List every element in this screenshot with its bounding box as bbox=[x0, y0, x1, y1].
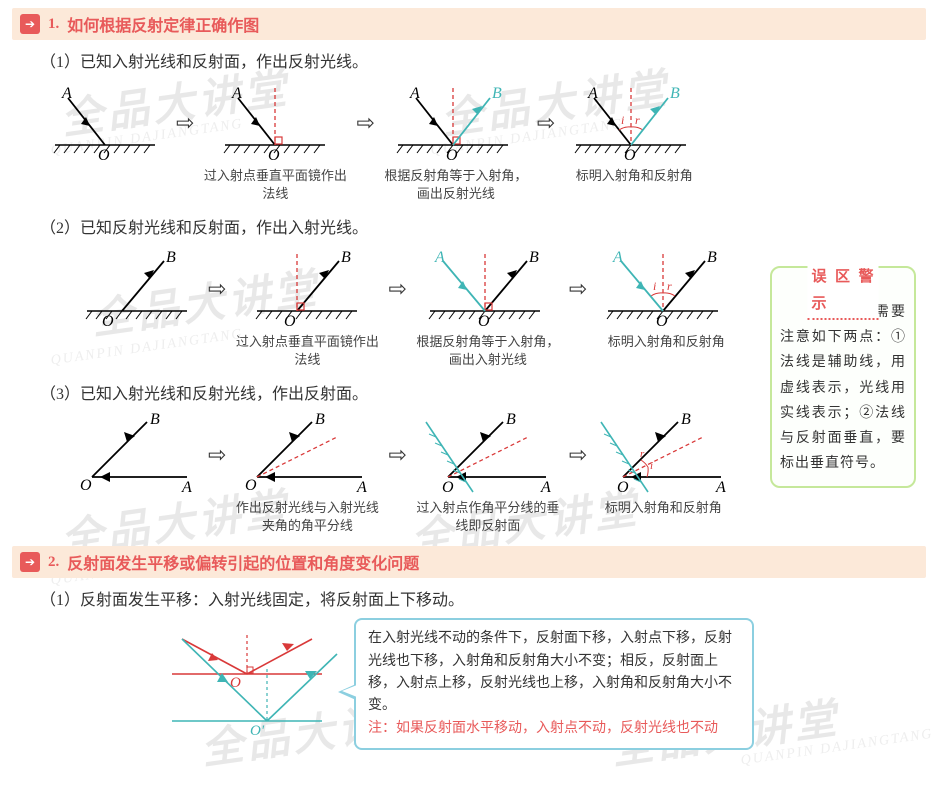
diagram-3-step-4: r i B A O 标明入射角和反射角 bbox=[593, 412, 733, 517]
diagram-1-step-3: A B O 根据反射角等于入射角，画出反射光线 bbox=[381, 80, 531, 202]
step-arrow-icon: ⇨ bbox=[388, 442, 406, 468]
diagram-1-step-2: A O 过入射点垂直平面镜作出法线 bbox=[200, 80, 350, 202]
diagram-2-step-3: A B O 根据反射角等于入射角，画出入射光线 bbox=[413, 246, 563, 368]
warning-title: 误区警示 bbox=[808, 264, 879, 320]
diagram-3-step-3: B A O 过入射点作角平分线的垂线即反射面 bbox=[413, 412, 563, 534]
step-caption: 过入射点作角平分线的垂线即反射面 bbox=[413, 499, 563, 534]
section-1-title: 如何根据反射定律正确作图 bbox=[67, 12, 259, 36]
bubble-main-text: 在入射光线不动的条件下，反射面下移，入射点下移，反射光线也下移，入射角和反射角大… bbox=[368, 631, 732, 713]
translation-diagram: O O' bbox=[152, 629, 342, 739]
svg-text:A: A bbox=[612, 249, 623, 266]
label-O: O bbox=[98, 147, 110, 164]
section-2-number: 2. bbox=[48, 554, 59, 571]
translation-diagram-row: O O' 在入射光线不动的条件下，反射面下移，入射点下移，反射光线也下移，入射角… bbox=[152, 618, 926, 750]
svg-text:B: B bbox=[166, 249, 176, 266]
section-2-header: ➔ 2. 反射面发生平移或偏转引起的位置和角度变化问题 bbox=[12, 546, 926, 578]
svg-text:A: A bbox=[434, 249, 445, 266]
svg-text:r: r bbox=[667, 279, 672, 293]
svg-text:r: r bbox=[640, 448, 645, 460]
bubble-note-label: 注： bbox=[368, 721, 396, 736]
svg-text:O: O bbox=[230, 675, 241, 691]
svg-text:O: O bbox=[284, 313, 296, 330]
svg-text:B: B bbox=[681, 412, 691, 428]
svg-text:B: B bbox=[670, 85, 680, 102]
step-caption: 标明入射角和反射角 bbox=[608, 333, 725, 351]
speech-bubble: 在入射光线不动的条件下，反射面下移，入射点下移，反射光线也下移，入射角和反射角大… bbox=[354, 618, 754, 750]
warning-box: 误区警示 在作图时需要注意如下两点：①法线是辅助线，用虚线表示，光线用实线表示；… bbox=[770, 266, 916, 488]
svg-text:i: i bbox=[650, 460, 653, 472]
svg-text:B: B bbox=[707, 249, 717, 266]
svg-text:O: O bbox=[624, 147, 636, 164]
svg-text:O': O' bbox=[250, 723, 265, 739]
svg-text:A: A bbox=[540, 479, 551, 496]
svg-text:B: B bbox=[150, 412, 160, 428]
diagram-2-step-2: B O 过入射点垂直平面镜作出法线 bbox=[232, 246, 382, 368]
svg-text:A: A bbox=[231, 85, 242, 102]
diagram-2-step-4: i r A B O 标明入射角和反射角 bbox=[593, 246, 739, 351]
step-caption: 作出反射光线与入射光线夹角的角平分线 bbox=[232, 499, 382, 534]
diagram-row-1: A O ⇨ A O 过入射点垂直平面镜作出法线 ⇨ A B bbox=[40, 80, 926, 202]
label-A: A bbox=[61, 85, 72, 102]
svg-text:O: O bbox=[102, 313, 114, 330]
bubble-note-text: 如果反射面水平移动，入射点不动，反射光线也不动 bbox=[396, 721, 718, 736]
svg-text:i: i bbox=[621, 113, 624, 127]
svg-text:O: O bbox=[446, 147, 458, 164]
step-arrow-icon: ⇨ bbox=[388, 276, 406, 302]
svg-text:O: O bbox=[80, 477, 92, 494]
sub-item-1: （1）已知入射光线和反射面，作出反射光线。 bbox=[40, 48, 926, 72]
svg-text:B: B bbox=[315, 412, 325, 428]
svg-text:O: O bbox=[245, 477, 257, 494]
svg-text:A: A bbox=[409, 85, 420, 102]
section-1-header: ➔ 1. 如何根据反射定律正确作图 bbox=[12, 8, 926, 40]
step-caption: 标明入射角和反射角 bbox=[605, 499, 722, 517]
svg-text:B: B bbox=[492, 85, 502, 102]
svg-text:O: O bbox=[617, 479, 629, 496]
diagram-1-step-4: i r A B O 标明入射角和反射角 bbox=[561, 80, 707, 185]
svg-text:r: r bbox=[635, 113, 640, 127]
diagram-3-step-2: B A O 作出反射光线与入射光线夹角的角平分线 bbox=[232, 412, 382, 534]
step-arrow-icon: ⇨ bbox=[208, 276, 226, 302]
svg-text:B: B bbox=[341, 249, 351, 266]
warning-body: 要注意如下两点：①法线是辅助线，用虚线表示，光线用实线表示；②法线与反射面垂直，… bbox=[780, 305, 906, 471]
arrow-right-icon: ➔ bbox=[20, 552, 40, 572]
step-arrow-icon: ⇨ bbox=[356, 110, 374, 136]
svg-text:B: B bbox=[506, 412, 516, 428]
svg-text:O: O bbox=[656, 313, 668, 330]
sub-item-2-1: （1）反射面发生平移：入射光线固定，将反射面上下移动。 bbox=[40, 586, 926, 610]
diagram-3-step-1: B A O bbox=[72, 412, 202, 497]
svg-text:A: A bbox=[181, 479, 192, 496]
arrow-right-icon: ➔ bbox=[20, 14, 40, 34]
svg-text:i: i bbox=[653, 279, 656, 293]
step-2-caption: 过入射点垂直平面镜作出法线 bbox=[200, 167, 350, 202]
svg-text:B: B bbox=[529, 249, 539, 266]
svg-text:A: A bbox=[356, 479, 367, 496]
svg-text:A: A bbox=[715, 479, 726, 496]
step-arrow-icon: ⇨ bbox=[208, 442, 226, 468]
svg-text:O: O bbox=[478, 313, 490, 330]
section-1-number: 1. bbox=[48, 16, 59, 33]
step-3-caption: 根据反射角等于入射角，画出反射光线 bbox=[381, 167, 531, 202]
diagram-2-step-1: B O bbox=[72, 246, 202, 331]
svg-text:O: O bbox=[268, 147, 280, 164]
section-2-title: 反射面发生平移或偏转引起的位置和角度变化问题 bbox=[67, 550, 419, 574]
step-arrow-icon: ⇨ bbox=[176, 110, 194, 136]
step-caption: 根据反射角等于入射角，画出入射光线 bbox=[413, 333, 563, 368]
diagram-1-step-1: A O bbox=[40, 80, 170, 165]
svg-text:A: A bbox=[587, 85, 598, 102]
step-arrow-icon: ⇨ bbox=[569, 276, 587, 302]
svg-text:O: O bbox=[442, 479, 454, 496]
step-caption: 过入射点垂直平面镜作出法线 bbox=[232, 333, 382, 368]
step-arrow-icon: ⇨ bbox=[537, 110, 555, 136]
step-4-caption: 标明入射角和反射角 bbox=[576, 167, 693, 185]
step-arrow-icon: ⇨ bbox=[569, 442, 587, 468]
sub-item-2: （2）已知反射光线和反射面，作出入射光线。 bbox=[40, 214, 926, 238]
